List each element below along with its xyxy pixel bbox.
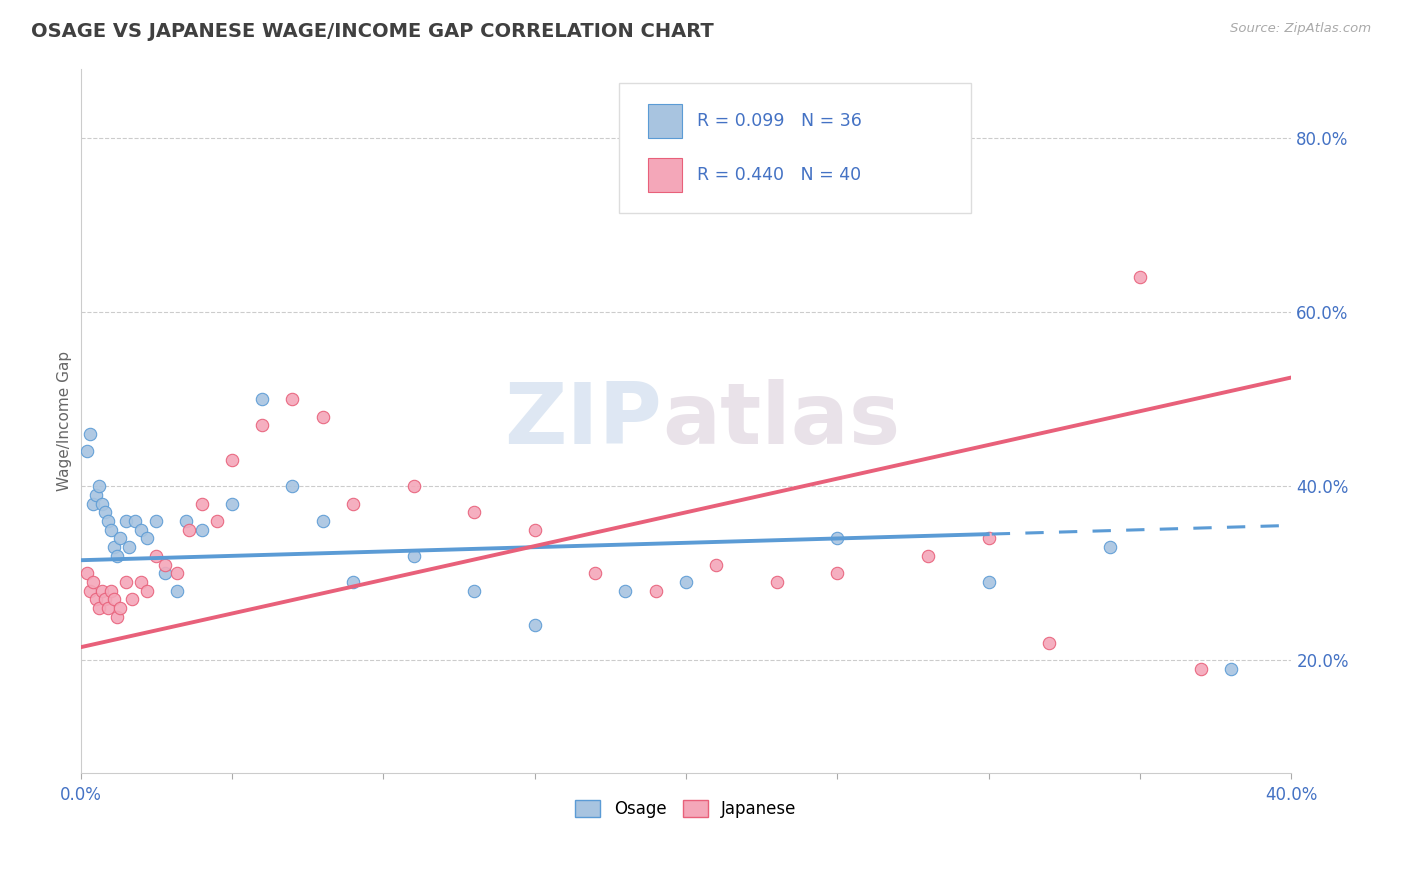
Point bbox=[115, 514, 138, 528]
Text: ZIP: ZIP bbox=[503, 379, 662, 462]
Point bbox=[463, 505, 485, 519]
Point bbox=[155, 566, 177, 581]
Point bbox=[977, 532, 1000, 546]
Point bbox=[90, 497, 112, 511]
Point bbox=[100, 583, 122, 598]
Point bbox=[129, 523, 152, 537]
Point bbox=[93, 505, 115, 519]
Point bbox=[250, 418, 273, 433]
Point bbox=[221, 497, 243, 511]
Point bbox=[312, 514, 335, 528]
Point bbox=[108, 532, 131, 546]
Point bbox=[93, 592, 115, 607]
Text: atlas: atlas bbox=[662, 379, 900, 462]
Point bbox=[250, 392, 273, 407]
Point bbox=[79, 583, 101, 598]
Point bbox=[103, 540, 125, 554]
Point bbox=[977, 574, 1000, 589]
Point bbox=[166, 566, 188, 581]
Point bbox=[1219, 662, 1241, 676]
Point bbox=[827, 566, 849, 581]
Point bbox=[1129, 270, 1152, 285]
Point bbox=[1038, 636, 1060, 650]
Point bbox=[145, 514, 167, 528]
Point bbox=[87, 601, 110, 615]
Point bbox=[583, 566, 606, 581]
Point bbox=[84, 592, 107, 607]
Legend: Osage, Japanese: Osage, Japanese bbox=[568, 794, 803, 825]
Point bbox=[76, 566, 98, 581]
Point bbox=[281, 479, 304, 493]
Point bbox=[105, 549, 128, 563]
Point bbox=[82, 574, 104, 589]
Point bbox=[675, 574, 697, 589]
Bar bbox=[648, 158, 682, 192]
Text: R = 0.099   N = 36: R = 0.099 N = 36 bbox=[697, 112, 862, 129]
Point bbox=[76, 444, 98, 458]
Bar bbox=[648, 103, 682, 137]
Point bbox=[145, 549, 167, 563]
Point bbox=[827, 532, 849, 546]
Point bbox=[136, 532, 159, 546]
Point bbox=[614, 583, 637, 598]
Text: R = 0.440   N = 40: R = 0.440 N = 40 bbox=[697, 166, 860, 184]
Point bbox=[97, 601, 120, 615]
Point bbox=[917, 549, 939, 563]
Point bbox=[124, 514, 146, 528]
Point bbox=[103, 592, 125, 607]
Point bbox=[402, 549, 425, 563]
Point bbox=[166, 583, 188, 598]
Point bbox=[704, 558, 727, 572]
Point bbox=[82, 497, 104, 511]
Point bbox=[179, 523, 201, 537]
Point bbox=[84, 488, 107, 502]
Y-axis label: Wage/Income Gap: Wage/Income Gap bbox=[58, 351, 72, 491]
Point bbox=[221, 453, 243, 467]
Point bbox=[176, 514, 198, 528]
Point bbox=[644, 583, 666, 598]
Point bbox=[105, 609, 128, 624]
Point bbox=[312, 409, 335, 424]
Text: Source: ZipAtlas.com: Source: ZipAtlas.com bbox=[1230, 22, 1371, 36]
Point bbox=[100, 523, 122, 537]
Point bbox=[79, 427, 101, 442]
FancyBboxPatch shape bbox=[620, 83, 970, 213]
Text: OSAGE VS JAPANESE WAGE/INCOME GAP CORRELATION CHART: OSAGE VS JAPANESE WAGE/INCOME GAP CORREL… bbox=[31, 22, 714, 41]
Point bbox=[342, 497, 364, 511]
Point bbox=[115, 574, 138, 589]
Point bbox=[190, 497, 212, 511]
Point bbox=[121, 592, 143, 607]
Point bbox=[108, 601, 131, 615]
Point bbox=[523, 523, 546, 537]
Point bbox=[190, 523, 212, 537]
Point bbox=[205, 514, 228, 528]
Point bbox=[136, 583, 159, 598]
Point bbox=[342, 574, 364, 589]
Point bbox=[523, 618, 546, 632]
Point bbox=[97, 514, 120, 528]
Point bbox=[463, 583, 485, 598]
Point bbox=[155, 558, 177, 572]
Point bbox=[281, 392, 304, 407]
Point bbox=[87, 479, 110, 493]
Point bbox=[765, 574, 787, 589]
Point bbox=[1098, 540, 1121, 554]
Point bbox=[1189, 662, 1212, 676]
Point bbox=[118, 540, 141, 554]
Point bbox=[129, 574, 152, 589]
Point bbox=[402, 479, 425, 493]
Point bbox=[90, 583, 112, 598]
